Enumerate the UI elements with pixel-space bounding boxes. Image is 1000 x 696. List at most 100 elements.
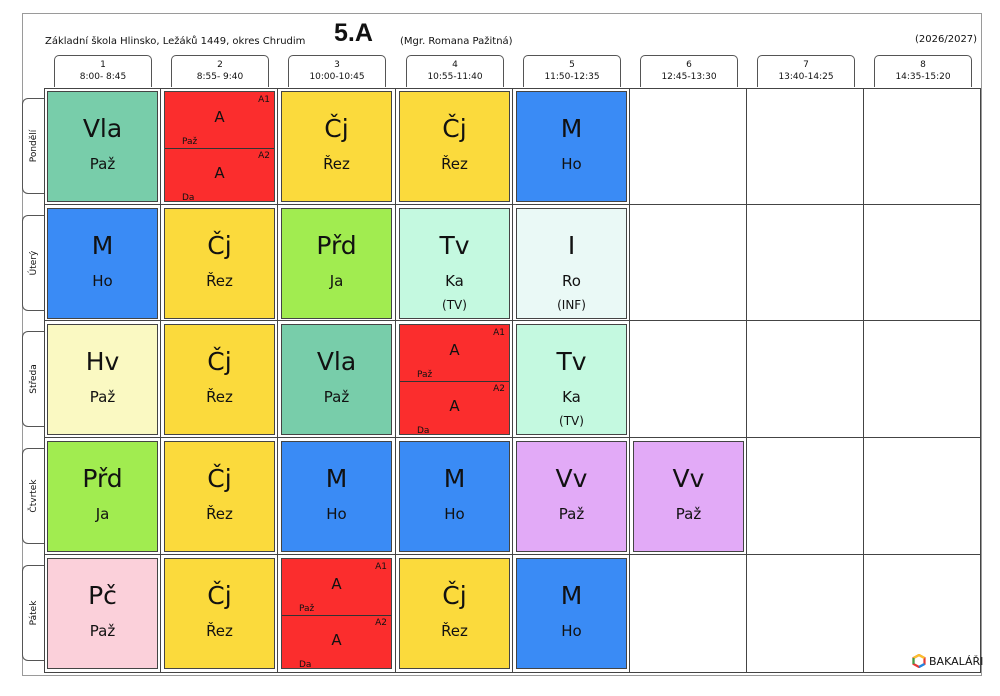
- lesson-subject: Přd: [316, 231, 357, 260]
- lesson-cell[interactable]: M Ho: [516, 558, 627, 669]
- lesson-cell[interactable]: Hv Paž: [47, 324, 158, 435]
- lesson-cell[interactable]: Přd Ja: [281, 208, 392, 319]
- lesson-subject: Vv: [672, 464, 705, 493]
- school-name: Základní škola Hlinsko, Ležáků 1449, okr…: [45, 36, 306, 47]
- lesson-cell[interactable]: I Ro (INF): [516, 208, 627, 319]
- period-time: 10:00-10:45: [309, 72, 365, 82]
- lesson-cell[interactable]: Čj Řez: [164, 558, 275, 669]
- lesson-teacher: Paž: [89, 155, 116, 173]
- lesson-subject: A: [449, 397, 460, 415]
- lesson-cell[interactable]: Čj Řez: [399, 91, 510, 202]
- lesson-subject: M: [560, 114, 583, 143]
- period-header-8: 8 14:35-15:20: [874, 55, 972, 87]
- lesson-cell[interactable]: Vla Paž: [281, 324, 392, 435]
- lesson-cell[interactable]: A1 A Paž A2 A Da: [399, 324, 510, 437]
- lesson-cell[interactable]: Čj Řez: [164, 208, 275, 319]
- lesson-room: (INF): [557, 298, 586, 312]
- grid-line-horizontal: [44, 437, 981, 438]
- lesson-cell[interactable]: Čj Řez: [164, 324, 275, 435]
- lesson-cell[interactable]: Vla Paž: [47, 91, 158, 202]
- lesson-cell[interactable]: M Ho: [399, 441, 510, 552]
- lesson-subject: Tv: [556, 347, 587, 376]
- lesson-teacher: Paž: [182, 137, 198, 147]
- group-label: A1: [493, 328, 505, 338]
- group-label: A2: [258, 151, 270, 161]
- lesson-teacher: Řez: [323, 155, 350, 173]
- lesson-teacher: Ho: [561, 155, 582, 173]
- day-name: Úterý: [28, 250, 39, 276]
- lesson-cell[interactable]: M Ho: [516, 91, 627, 202]
- lesson-cell[interactable]: Čj Řez: [281, 91, 392, 202]
- lesson-cell[interactable]: Tv Ka (TV): [516, 324, 627, 435]
- lesson-subject: M: [443, 464, 466, 493]
- timetable-grid: Vla Paž A1 A Paž A2 A Da Čj Řez Čj Řez M Ho M Ho Čj Řez Př…: [44, 88, 981, 673]
- grid-line-vertical: [512, 88, 513, 673]
- period-time: 8:55- 9:40: [196, 72, 244, 82]
- group-lesson: A2 A Da: [400, 381, 509, 437]
- grid-line-vertical: [863, 88, 864, 673]
- period-time: 8:00- 8:45: [79, 72, 127, 82]
- period-header-3: 3 10:00-10:45: [288, 55, 386, 87]
- lesson-subject: Čj: [442, 581, 467, 610]
- lesson-room: (TV): [442, 298, 467, 312]
- lesson-teacher: Ro: [562, 272, 581, 290]
- lesson-teacher: Ja: [329, 272, 344, 290]
- lesson-cell[interactable]: M Ho: [47, 208, 158, 319]
- period-header-7: 7 13:40-14:25: [757, 55, 855, 87]
- lesson-teacher: Řez: [206, 505, 233, 523]
- lesson-subject: M: [91, 231, 114, 260]
- period-time: 13:40-14:25: [778, 72, 834, 82]
- school-year: (2026/2027): [915, 34, 978, 45]
- lesson-cell[interactable]: Vv Paž: [633, 441, 744, 552]
- lesson-subject: A: [449, 341, 460, 359]
- period-number: 3: [334, 60, 340, 70]
- day-label-5: Pátek: [22, 565, 44, 661]
- lesson-cell[interactable]: Tv Ka (TV): [399, 208, 510, 319]
- lesson-subject: A: [214, 108, 225, 126]
- day-name: Středa: [28, 364, 39, 394]
- day-name: Čtvrtek: [28, 479, 39, 513]
- grid-line-vertical: [277, 88, 278, 673]
- day-label-2: Úterý: [22, 215, 44, 311]
- period-header-5: 5 11:50-12:35: [523, 55, 621, 87]
- period-number: 6: [686, 60, 692, 70]
- lesson-cell[interactable]: A1 A Paž A2 A Da: [281, 558, 392, 671]
- lesson-subject: Čj: [324, 114, 349, 143]
- group-label: A2: [375, 618, 387, 628]
- lesson-teacher: Řez: [206, 272, 233, 290]
- period-number: 2: [217, 60, 223, 70]
- day-label-3: Středa: [22, 331, 44, 427]
- lesson-subject: Čj: [207, 464, 232, 493]
- group-lesson: A2 A Da: [282, 615, 391, 671]
- grid-line-horizontal: [44, 88, 981, 89]
- group-label: A1: [258, 95, 270, 105]
- lesson-teacher: Da: [299, 660, 312, 670]
- grid-line-vertical: [980, 88, 981, 673]
- period-time: 11:50-12:35: [544, 72, 600, 82]
- lesson-subject: Čj: [442, 114, 467, 143]
- period-header-4: 4 10:55-11:40: [406, 55, 504, 87]
- lesson-subject: M: [325, 464, 348, 493]
- grid-line-horizontal: [44, 204, 981, 205]
- lesson-cell[interactable]: Vv Paž: [516, 441, 627, 552]
- grid-line-horizontal: [44, 554, 981, 555]
- lesson-cell[interactable]: Přd Ja: [47, 441, 158, 552]
- group-lesson: A1 A Paž: [400, 325, 509, 382]
- lesson-teacher: Řez: [441, 155, 468, 173]
- lesson-cell[interactable]: M Ho: [281, 441, 392, 552]
- lesson-subject: Tv: [439, 231, 470, 260]
- group-lesson: A2 A Da: [165, 148, 274, 204]
- class-name: 5.A: [334, 19, 373, 47]
- lesson-subject: I: [567, 231, 576, 260]
- lesson-cell[interactable]: Pč Paž: [47, 558, 158, 669]
- lesson-cell[interactable]: Čj Řez: [164, 441, 275, 552]
- lesson-subject: Pč: [88, 581, 117, 610]
- lesson-teacher: Ho: [92, 272, 113, 290]
- class-teacher: (Mgr. Romana Pažitná): [400, 36, 513, 47]
- lesson-teacher: Řez: [441, 622, 468, 640]
- group-label: A1: [375, 562, 387, 572]
- lesson-cell[interactable]: Čj Řez: [399, 558, 510, 669]
- lesson-subject: Čj: [207, 231, 232, 260]
- lesson-subject: Čj: [207, 347, 232, 376]
- lesson-cell[interactable]: A1 A Paž A2 A Da: [164, 91, 275, 204]
